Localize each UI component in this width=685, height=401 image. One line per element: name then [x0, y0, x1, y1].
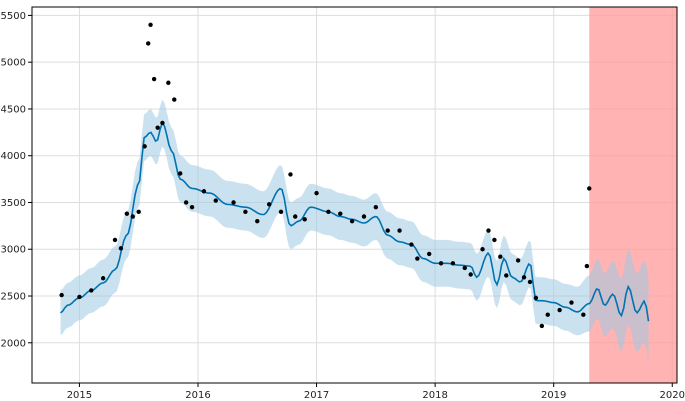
observed-point [166, 80, 171, 85]
x-tick-label: 2018 [422, 390, 447, 401]
observed-point [527, 279, 533, 285]
y-tick-label: 4500 [1, 104, 26, 115]
observed-point [515, 258, 521, 263]
observed-point [584, 263, 590, 269]
observed-point [373, 204, 379, 210]
observed-point [189, 204, 195, 210]
observed-point [213, 198, 218, 203]
observed-point [521, 275, 527, 280]
observed-point [581, 312, 586, 317]
observed-point [314, 190, 319, 196]
observed-point [124, 211, 130, 216]
observed-point [498, 254, 503, 259]
observed-point [89, 288, 94, 293]
forecast-line-layer [59, 121, 650, 322]
observed-point [486, 228, 491, 233]
observed-point [145, 41, 151, 46]
observed-point [59, 292, 64, 298]
observed-point [148, 22, 153, 27]
x-tick-label: 2017 [304, 390, 329, 401]
observed-point [255, 218, 260, 224]
x-tick-label: 2016 [185, 390, 210, 401]
observed-point [231, 200, 236, 205]
observed-point [100, 276, 106, 281]
observed-point [136, 209, 141, 215]
y-tick-label: 3500 [1, 198, 26, 209]
uncertainty-interval-layer [60, 99, 649, 365]
observed-point [151, 76, 157, 82]
observed-point [480, 247, 485, 252]
observed-point [201, 189, 207, 194]
observed-point [112, 237, 118, 243]
observed-point [397, 228, 402, 233]
observed-point [533, 295, 539, 301]
observed-point [409, 242, 414, 247]
observed-point [172, 97, 177, 102]
observed-point [569, 300, 574, 305]
x-tick-label: 2015 [67, 390, 92, 401]
observed-point [142, 144, 147, 149]
observed-point [288, 172, 293, 177]
observed-point [77, 294, 82, 300]
uncertainty-band [60, 99, 649, 365]
observed-point [468, 272, 473, 277]
plot-frame [31, 6, 678, 384]
observed-point [130, 214, 135, 219]
observed-point [326, 209, 331, 215]
observed-point [545, 312, 550, 317]
observed-point [155, 125, 160, 130]
y-tick-label: 3000 [1, 245, 26, 256]
observed-point [385, 228, 390, 233]
observed-point [118, 246, 124, 251]
observed-point [557, 307, 562, 313]
observed-point [438, 261, 444, 266]
y-tick-label: 5000 [1, 58, 26, 69]
observed-point [278, 209, 284, 215]
observed-point [293, 214, 298, 219]
observed-point [302, 217, 307, 222]
observed-point [243, 209, 248, 215]
observed-point [338, 211, 343, 216]
observed-point [361, 214, 367, 219]
observed-point [178, 171, 183, 176]
observed-point [160, 120, 165, 126]
x-tick-label: 2020 [660, 390, 685, 401]
x-tick-label: 2019 [541, 390, 566, 401]
observed-point [183, 200, 189, 205]
observed-point [504, 273, 509, 278]
observed-point [450, 261, 456, 266]
forecast-line [59, 121, 650, 322]
y-axis: 2000 2500 3000 3500 4000 4500 5000 5500 [1, 11, 32, 349]
observed-point [462, 265, 467, 271]
observed-point [587, 186, 592, 191]
y-tick-label: 4000 [1, 151, 26, 162]
y-tick-label: 2500 [1, 292, 26, 303]
observed-point [426, 251, 432, 257]
y-tick-label: 5500 [1, 11, 26, 22]
observed-point [266, 202, 272, 207]
observed-point [492, 237, 497, 243]
observed-point [349, 218, 355, 224]
observed-points-layer [59, 22, 592, 329]
observed-point [415, 256, 420, 261]
x-axis: 2015 2016 2017 2018 2019 2020 [67, 383, 685, 401]
observed-point [539, 323, 545, 329]
y-tick-label: 2000 [1, 338, 26, 349]
